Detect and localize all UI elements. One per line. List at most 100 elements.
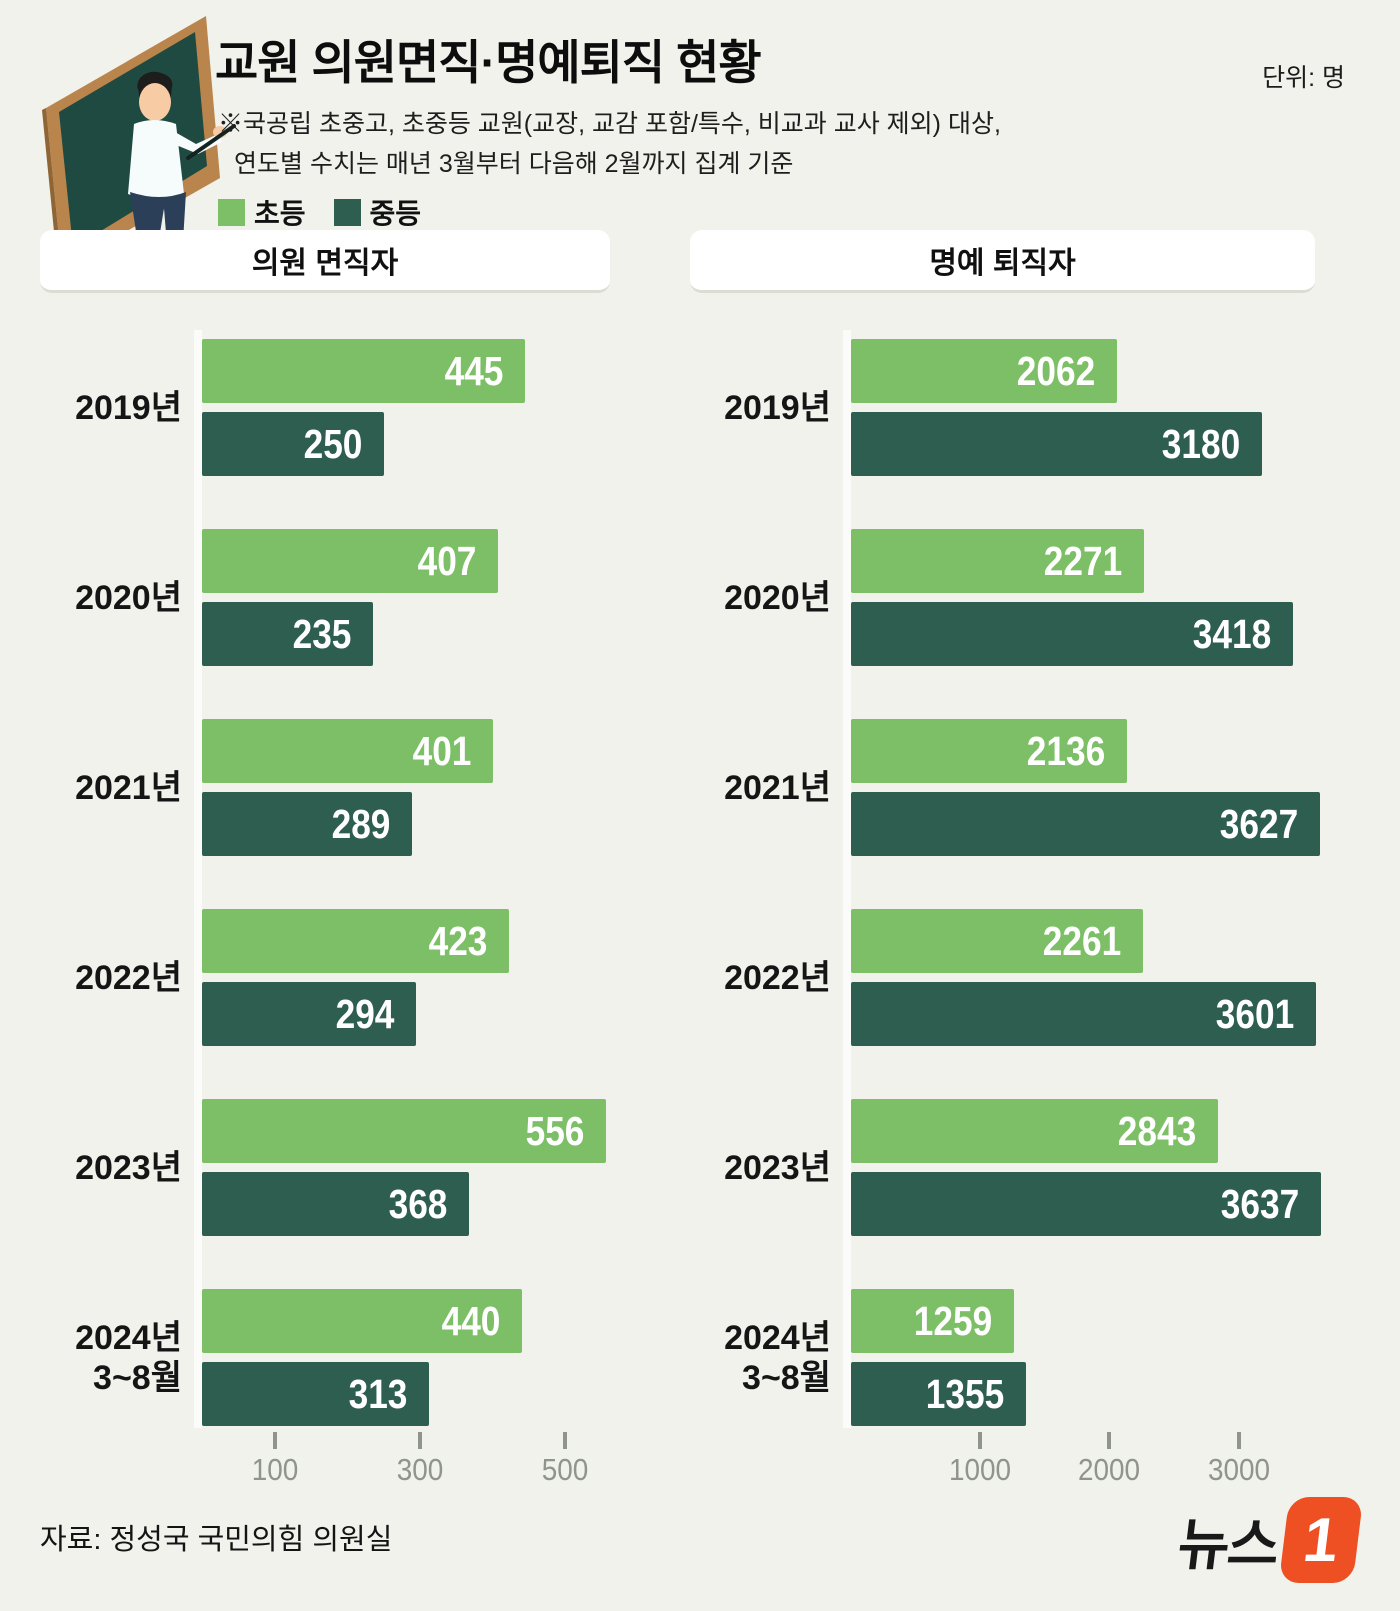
x-axis-tick: [272, 1432, 277, 1449]
bar-value-label: 2843: [1117, 1108, 1196, 1154]
bar-value-label: 3180: [1161, 421, 1240, 467]
year-label-line: 2021년: [724, 768, 831, 807]
bar-value-label: 423: [428, 918, 487, 964]
unit-label: 단위: 명: [1262, 64, 1345, 92]
year-label-line: 2020년: [75, 578, 182, 617]
bar-value-label: 294: [335, 991, 394, 1037]
bar-value-label: 407: [417, 538, 476, 584]
bar-중등-2020년: 235: [202, 602, 373, 666]
legend-item-secondary: 중등: [333, 192, 422, 232]
bar-중등-2022년: 294: [202, 982, 416, 1046]
bar-중등-2024년 3~8월: 1355: [851, 1362, 1026, 1426]
year-label: 2019년: [531, 388, 831, 428]
bar-value-label: 250: [303, 421, 362, 467]
x-axis-tick: [417, 1432, 422, 1449]
bar-초등-2021년: 401: [202, 719, 493, 783]
news1-logo-text: 뉴스: [1174, 1512, 1282, 1576]
bar-value-label: 1259: [913, 1298, 992, 1344]
bar-초등-2019년: 445: [202, 339, 525, 403]
bar-초등-2023년: 2843: [851, 1099, 1218, 1163]
year-label: 2023년: [531, 1148, 831, 1188]
bar-value-label: 235: [292, 611, 351, 657]
year-label-line: 3~8월: [93, 1358, 182, 1397]
year-label-line: 2020년: [724, 578, 831, 617]
bar-초등-2021년: 2136: [851, 719, 1127, 783]
bar-value-label: 445: [444, 348, 503, 394]
bar-초등-2020년: 407: [202, 529, 498, 593]
source-credit: 자료: 정성국 국민의힘 의원실: [40, 1524, 393, 1556]
bar-value-label: 401: [412, 728, 471, 774]
x-axis-tick: [1236, 1432, 1241, 1449]
year-label: 2022년: [0, 958, 182, 998]
bar-value-label: 2062: [1016, 348, 1095, 394]
year-label-line: 2024년: [724, 1318, 831, 1357]
page-title: 교원 의원면직·명예퇴직 현황: [215, 36, 762, 89]
news1-logo: 뉴스 1: [1174, 1497, 1364, 1583]
x-axis-tick-label: 2000: [1078, 1452, 1141, 1487]
legend-swatch-secondary: [333, 198, 361, 226]
x-axis-tick: [563, 1432, 568, 1449]
year-label: 2024년 3~8월: [0, 1318, 182, 1398]
year-label: 2021년: [531, 768, 831, 808]
legend-item-elementary: 초등: [218, 192, 306, 232]
bar-중등-2019년: 250: [202, 412, 384, 476]
note-line-2: 연도별 수치는 매년 3월부터 다음해 2월까지 집계 기준: [234, 150, 794, 178]
year-label-line: 2022년: [75, 958, 182, 997]
bar-value-label: 2136: [1026, 728, 1105, 774]
bar-중등-2023년: 3637: [851, 1172, 1321, 1236]
year-label: 2020년: [0, 578, 182, 618]
bar-value-label: 289: [331, 801, 390, 847]
bar-중등-2019년: 3180: [851, 412, 1262, 476]
bar-value-label: 556: [525, 1108, 584, 1154]
bar-초등-2024년 3~8월: 1259: [851, 1289, 1014, 1353]
legend-swatch-elementary: [218, 198, 245, 226]
bar-value-label: 3637: [1220, 1181, 1299, 1227]
year-label: 2022년: [531, 958, 831, 998]
bar-value-label: 2261: [1042, 918, 1121, 964]
legend-label-secondary: 중등: [369, 198, 422, 229]
bar-value-label: 1355: [925, 1371, 1004, 1417]
bar-value-label: 3627: [1219, 801, 1298, 847]
panel-title-resignation: 의원 면직자: [40, 230, 610, 293]
year-label: 2019년: [0, 388, 182, 428]
legend: 초등 중등: [218, 192, 435, 232]
year-label-line: 2023년: [75, 1148, 182, 1187]
legend-label-elementary: 초등: [254, 198, 306, 229]
year-label: 2020년: [531, 578, 831, 618]
x-axis-tick: [978, 1432, 983, 1449]
x-axis-tick-label: 3000: [1207, 1452, 1270, 1487]
bar-중등-2020년: 3418: [851, 602, 1293, 666]
year-label: 2024년 3~8월: [531, 1318, 831, 1398]
news1-logo-numeral: 1: [1278, 1497, 1364, 1583]
bar-value-label: 313: [348, 1371, 407, 1417]
bar-초등-2022년: 423: [202, 909, 509, 973]
year-label-line: 2019년: [724, 388, 831, 427]
note-text: ※국공립 초중고, 초중등 교원(교장, 교감 포함/특수, 비교과 교사 제외…: [218, 104, 1001, 184]
axis-baseline: [194, 330, 202, 1428]
year-label-line: 2021년: [75, 768, 182, 807]
bar-중등-2021년: 3627: [851, 792, 1320, 856]
bar-value-label: 440: [441, 1298, 500, 1344]
year-label-line: 2022년: [724, 958, 831, 997]
bar-value-label: 368: [388, 1181, 447, 1227]
bar-중등-2022년: 3601: [851, 982, 1316, 1046]
year-label-line: 2024년: [75, 1318, 182, 1357]
year-label-line: 3~8월: [742, 1358, 831, 1397]
bar-초등-2019년: 2062: [851, 339, 1117, 403]
bar-value-label: 3418: [1192, 611, 1271, 657]
bar-중등-2024년 3~8월: 313: [202, 1362, 429, 1426]
axis-baseline: [843, 330, 851, 1428]
bar-초등-2024년 3~8월: 440: [202, 1289, 522, 1353]
year-label: 2021년: [0, 768, 182, 808]
bar-초등-2020년: 2271: [851, 529, 1144, 593]
x-axis-tick-label: 300: [396, 1452, 444, 1487]
x-axis-tick: [1107, 1432, 1112, 1449]
bar-중등-2021년: 289: [202, 792, 412, 856]
x-axis-tick-label: 1000: [949, 1452, 1012, 1487]
bar-초등-2023년: 556: [202, 1099, 606, 1163]
bar-중등-2023년: 368: [202, 1172, 469, 1236]
note-line-1: ※국공립 초중고, 초중등 교원(교장, 교감 포함/특수, 비교과 교사 제외…: [218, 110, 1001, 138]
panel-title-honorary-retirement: 명예 퇴직자: [690, 230, 1315, 293]
